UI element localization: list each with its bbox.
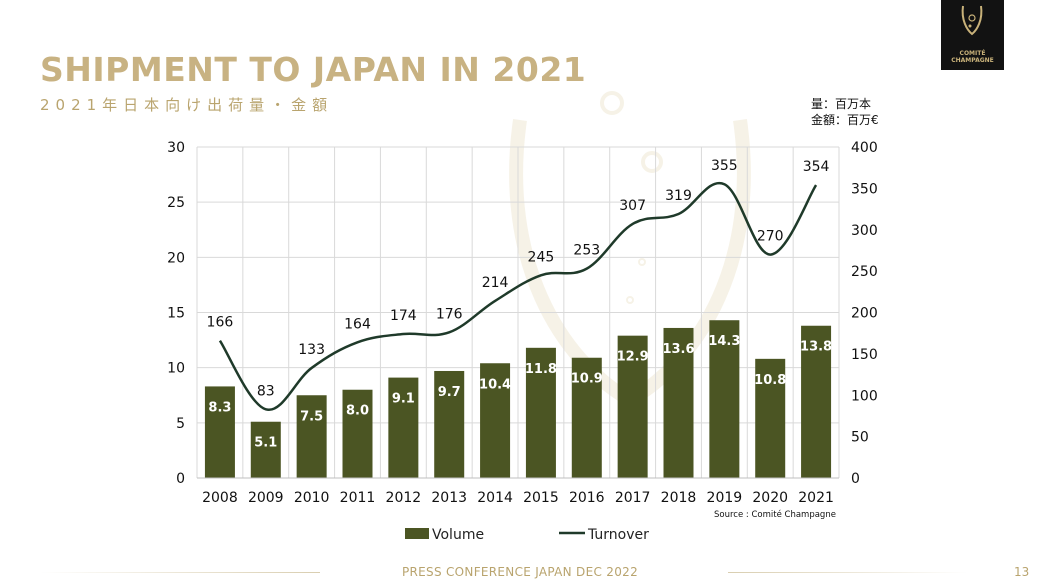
bar-volume xyxy=(342,389,373,478)
champagne-glass-icon xyxy=(961,5,983,36)
y-right-tick-label: 150 xyxy=(851,347,878,363)
units-volume: 量：百万本 xyxy=(811,97,872,111)
bar-volume xyxy=(709,320,740,478)
x-tick-label: 2019 xyxy=(707,490,743,506)
bar-volume xyxy=(434,370,465,478)
line-data-label: 319 xyxy=(665,188,692,204)
footer-divider-right xyxy=(728,572,968,573)
line-data-label: 83 xyxy=(257,383,275,399)
bar-data-label: 5.1 xyxy=(254,436,277,451)
y-right-tick-label: 200 xyxy=(851,306,878,322)
x-tick-label: 2015 xyxy=(523,490,559,506)
turnover-line-group xyxy=(218,181,818,411)
legend-volume-label: Volume xyxy=(432,527,484,543)
comite-champagne-logo: COMITÉ CHAMPAGNE xyxy=(941,0,1004,70)
line-data-label: 176 xyxy=(436,306,463,322)
bar-volume xyxy=(617,335,648,478)
bar-data-label: 9.1 xyxy=(392,392,415,407)
x-tick-label: 2021 xyxy=(798,490,834,506)
legend-turnover-label: Turnover xyxy=(587,527,649,543)
y-left-tick-label: 0 xyxy=(176,471,185,487)
line-data-label: 164 xyxy=(344,316,371,332)
line-data-label: 354 xyxy=(803,159,830,175)
x-tick-label: 2016 xyxy=(569,490,605,506)
legend-volume-swatch xyxy=(405,528,429,539)
source-note: Source : Comité Champagne xyxy=(714,509,836,520)
x-tick-label: 2018 xyxy=(661,490,697,506)
bar-data-label: 8.3 xyxy=(208,400,231,415)
bar-data-label: 14.3 xyxy=(708,334,740,349)
bar-volume xyxy=(296,395,327,478)
page-title: SHIPMENT TO JAPAN IN 2021 xyxy=(40,50,587,89)
bar-volume xyxy=(571,357,602,478)
y-right-tick-label: 300 xyxy=(851,223,878,239)
y-right-tick-label: 100 xyxy=(851,388,878,404)
logo-line2: CHAMPAGNE xyxy=(951,57,994,64)
bar-volume xyxy=(204,386,235,478)
units-turnover: 金額：百万€ xyxy=(811,113,879,127)
bar-volume xyxy=(801,325,832,478)
line-data-label: 174 xyxy=(390,308,417,324)
y-left-tick-label: 15 xyxy=(167,306,185,322)
y-right-tick-label: 50 xyxy=(851,430,869,446)
logo-line1: COMITÉ xyxy=(959,50,986,57)
bar-data-label: 10.9 xyxy=(571,372,603,387)
bar-data-label: 12.9 xyxy=(617,350,649,365)
y-right-tick-label: 350 xyxy=(851,181,878,197)
turnover-line xyxy=(218,181,818,411)
bar-data-label: 13.6 xyxy=(662,342,694,357)
x-tick-label: 2014 xyxy=(477,490,513,506)
units-note: 量：百万本 金額：百万€ xyxy=(811,96,879,128)
line-data-label: 133 xyxy=(298,342,325,358)
line-data-label: 355 xyxy=(711,158,738,174)
bar-data-label: 9.7 xyxy=(438,385,461,400)
x-tick-label: 2012 xyxy=(386,490,422,506)
y-right-tick-label: 250 xyxy=(851,264,878,280)
y-left-tick-label: 20 xyxy=(167,250,185,266)
y-right-tick-label: 400 xyxy=(851,140,878,156)
bar-data-label: 13.8 xyxy=(800,340,832,355)
bar-data-label: 7.5 xyxy=(300,409,323,424)
line-data-label: 307 xyxy=(619,198,646,214)
line-data-label: 253 xyxy=(573,243,600,259)
page-number: 13 xyxy=(1014,565,1030,579)
x-tick-label: 2017 xyxy=(615,490,651,506)
bar-volume xyxy=(525,347,556,478)
line-data-label: 245 xyxy=(528,249,555,265)
bar-volume xyxy=(663,327,694,478)
x-tick-label: 2010 xyxy=(294,490,330,506)
y-left-tick-label: 5 xyxy=(176,416,185,432)
x-tick-label: 2020 xyxy=(752,490,788,506)
bar-volume xyxy=(388,377,419,478)
line-data-label: 270 xyxy=(757,229,784,245)
bar-data-label: 11.8 xyxy=(525,362,557,377)
bar-volume xyxy=(250,421,281,478)
page-subtitle: 2021年日本向け出荷量・金額 xyxy=(40,96,334,114)
x-tick-label: 2011 xyxy=(340,490,376,506)
footer-divider-left xyxy=(40,572,320,573)
data-labels: 8.3 5.1 7.5 8.0 9.1 9.7 10.4 11.8 10.9 12.9 13.6 14… xyxy=(207,158,833,450)
axes: 0510152025300501001502002503003504002008… xyxy=(167,140,878,506)
bar-data-label: 10.8 xyxy=(754,373,786,388)
y-left-tick-label: 25 xyxy=(167,195,185,211)
legend: Volume Turnover xyxy=(405,527,649,543)
footer-text: PRESS CONFERENCE JAPAN DEC 2022 xyxy=(401,565,639,579)
bar-data-label: 8.0 xyxy=(346,404,369,419)
line-data-label: 214 xyxy=(482,275,509,291)
y-right-tick-label: 0 xyxy=(851,471,860,487)
volume-bars xyxy=(204,320,832,478)
line-data-label: 166 xyxy=(207,315,234,331)
bar-volume xyxy=(480,363,511,478)
x-tick-label: 2013 xyxy=(431,490,467,506)
x-tick-label: 2009 xyxy=(248,490,284,506)
y-left-tick-label: 10 xyxy=(167,361,185,377)
y-left-tick-label: 30 xyxy=(167,140,185,156)
x-tick-label: 2008 xyxy=(202,490,238,506)
bar-volume xyxy=(755,358,786,478)
bar-data-label: 10.4 xyxy=(479,377,511,392)
